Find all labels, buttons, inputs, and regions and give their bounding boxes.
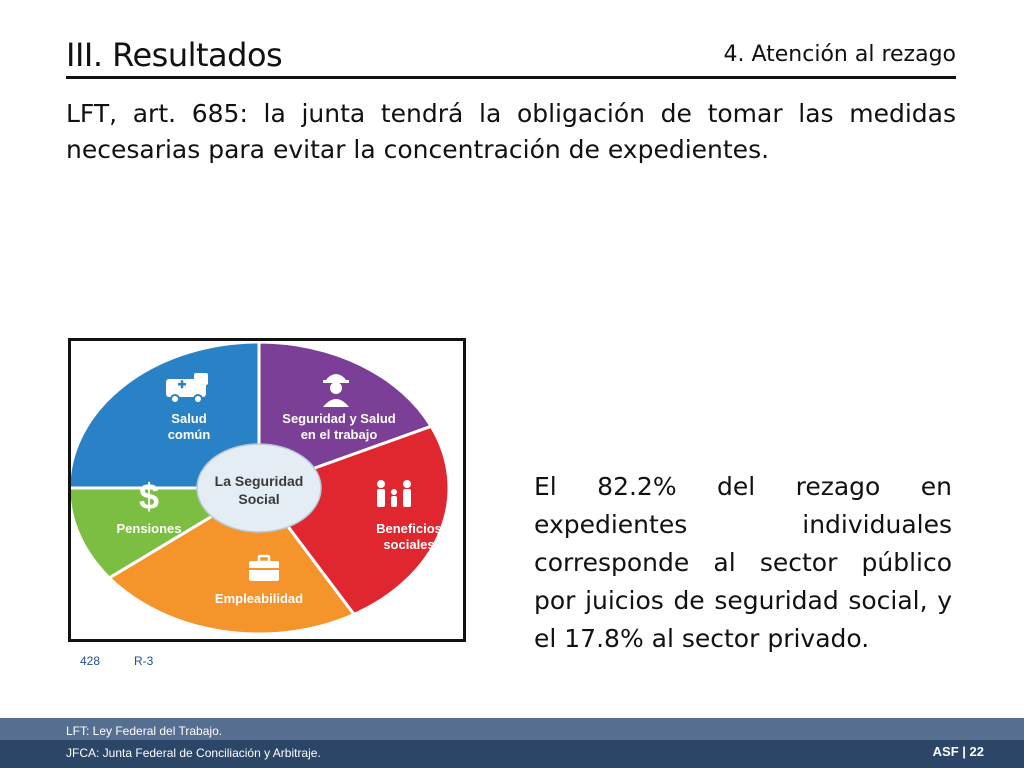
social-security-diagram: $ Salud común Seguridad y Salud en el traba… bbox=[68, 338, 466, 642]
briefcase-icon bbox=[249, 554, 279, 581]
segment-label-salud: Salud bbox=[171, 411, 206, 426]
segment-seguridad-trabajo bbox=[257, 341, 434, 491]
intro-paragraph: LFT, art. 685: la junta tendrá la obliga… bbox=[66, 99, 956, 164]
center-label-line2: Social bbox=[238, 491, 279, 507]
segment-sublabel-beneficios: sociales bbox=[383, 537, 434, 552]
footnote-lft: LFT: Ley Federal del Trabajo. bbox=[66, 724, 223, 738]
dollar-icon: $ bbox=[139, 476, 159, 517]
family-icon bbox=[377, 480, 411, 507]
reference-code: R-3 bbox=[134, 654, 154, 668]
ambulance-icon bbox=[166, 373, 208, 404]
segment-label-seguridad-trabajo: Seguridad y Salud bbox=[282, 411, 395, 426]
brand-page-number: ASF | 22 bbox=[932, 744, 984, 759]
segment-label-empleabilidad: Empleabilidad bbox=[215, 591, 303, 606]
segment-label-pensiones: Pensiones bbox=[116, 521, 181, 536]
segment-salud bbox=[71, 341, 261, 490]
summary-paragraph: El 82.2% del rezago en expedientes indiv… bbox=[534, 472, 952, 653]
diagram-center bbox=[196, 443, 322, 533]
reference-number: 428 bbox=[80, 654, 101, 668]
footer-top-band bbox=[0, 718, 1024, 740]
footnote-jfca: JFCA: Junta Federal de Conciliación y Ar… bbox=[66, 746, 321, 760]
center-label-line1: La Seguridad bbox=[215, 473, 304, 489]
page-title: III. Resultados bbox=[66, 36, 283, 74]
footer-bar: LFT: Ley Federal del Trabajo. JFCA: Junt… bbox=[0, 718, 1024, 768]
segment-label-beneficios: Beneficios bbox=[376, 521, 442, 536]
segment-sublabel-seguridad-trabajo: en el trabajo bbox=[301, 427, 378, 442]
title-divider bbox=[66, 76, 956, 79]
segment-empleabilidad bbox=[106, 486, 357, 636]
section-subtitle: 4. Atención al rezago bbox=[723, 42, 957, 67]
worker-icon bbox=[323, 374, 349, 407]
segment-sublabel-salud: común bbox=[168, 427, 211, 442]
